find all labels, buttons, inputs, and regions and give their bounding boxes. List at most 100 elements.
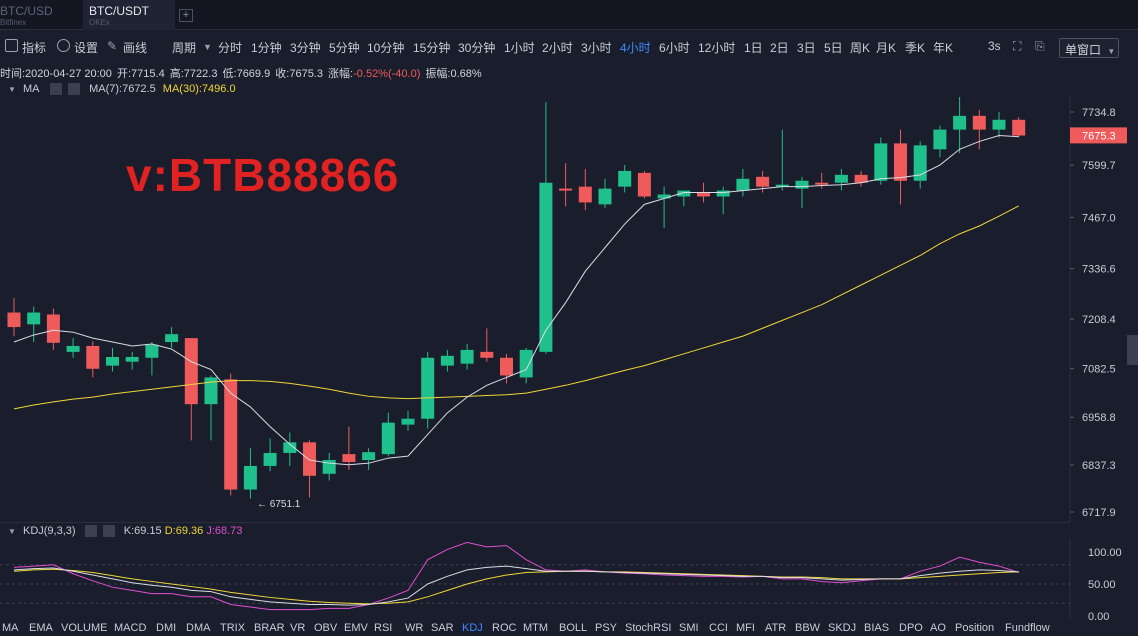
timeframe-20[interactable]: 年K — [933, 41, 954, 55]
tab-btc-usdt[interactable]: BTC/USDT OKEx — [83, 0, 175, 30]
timeframe-3[interactable]: 5分钟 — [329, 41, 360, 55]
indicator-rsi[interactable]: RSI — [374, 622, 393, 634]
tab-symbol: BTC/USDT — [89, 4, 149, 18]
open-value: 开:7715.4 — [116, 68, 165, 80]
kdj-settings-icon[interactable] — [84, 525, 97, 538]
price-tick-label: 7467.0 — [1082, 212, 1116, 224]
settings-button[interactable]: 设置 — [74, 41, 99, 55]
fullscreen-icon[interactable]: ⛶ — [1013, 39, 1022, 53]
indicator-atr[interactable]: ATR — [765, 622, 787, 634]
indicator-bbw[interactable]: BBW — [795, 622, 821, 634]
side-panel-handle[interactable] — [1127, 335, 1138, 365]
indicator-roc[interactable]: ROC — [492, 622, 517, 634]
collapse-icon[interactable]: ▼ — [8, 85, 16, 94]
timeframe-8[interactable]: 2小时 — [542, 41, 573, 55]
collapse-icon[interactable]: ▼ — [8, 527, 16, 536]
single-window-dropdown[interactable]: 单窗口 ▼ — [1059, 38, 1119, 58]
candle-body — [125, 356, 139, 362]
indicator-boll[interactable]: BOLL — [559, 622, 588, 634]
candlestick-chart[interactable]: 7734.8 7599.7 7467.0 7336.6 7208.4 7082.5 6958… — [0, 97, 1138, 522]
timeframe-5[interactable]: 15分钟 — [413, 41, 451, 55]
low-marker: ← 6751.1 — [257, 499, 301, 510]
indicator-smi[interactable]: SMI — [679, 622, 699, 634]
indicator-psy[interactable]: PSY — [595, 622, 618, 634]
timeframe-15[interactable]: 3日 — [797, 41, 816, 55]
timeframe-2[interactable]: 3分钟 — [290, 41, 321, 55]
timeframe-4[interactable]: 10分钟 — [367, 41, 405, 55]
add-tab-button[interactable]: + — [179, 9, 193, 22]
timeframe-9[interactable]: 3小时 — [581, 41, 612, 55]
indicator-dpo[interactable]: DPO — [899, 622, 923, 634]
change-label: 涨幅: — [328, 68, 354, 80]
timeframe-17[interactable]: 周K — [850, 41, 871, 55]
timeframe-11[interactable]: 6小时 — [659, 41, 690, 55]
indicator-bar: MA EMA VOLUME MACD DMI DMA TRIX BRAR VR OBV EMV RSI… — [0, 620, 1138, 636]
candle-body — [283, 442, 297, 453]
price-tick-label: 7082.5 — [1082, 364, 1116, 376]
candle-body — [697, 192, 710, 197]
kdj-tick-label: 0.00 — [1088, 611, 1109, 620]
ma-close-icon[interactable] — [68, 83, 81, 96]
indicator-dma[interactable]: DMA — [186, 622, 211, 634]
indicator-dmi[interactable]: DMI — [156, 622, 177, 634]
screenshot-icon[interactable]: ⎘ — [1035, 39, 1045, 53]
timeframe-18[interactable]: 月K — [876, 41, 897, 55]
price-tick-label: 7734.8 — [1082, 107, 1116, 119]
indicator-emv[interactable]: EMV — [344, 622, 368, 634]
timeframe-12[interactable]: 12小时 — [698, 41, 736, 55]
indicator-kdj[interactable]: KDJ — [462, 622, 483, 634]
indicator-ema[interactable]: EMA — [29, 622, 53, 634]
timeframe-6[interactable]: 30分钟 — [458, 41, 496, 55]
indicator-cci[interactable]: CCI — [709, 622, 728, 634]
indicator-vr[interactable]: VR — [290, 622, 306, 634]
indicator-brar[interactable]: BRAR — [254, 622, 285, 634]
indicator-stochrsi[interactable]: StochRSI — [625, 622, 672, 634]
refresh-interval[interactable]: 3s — [988, 39, 1001, 53]
kdj-legend: ▼ KDJ(9,3,3) K:69.15 D:69.36 J:68.73 — [0, 525, 242, 539]
timeframe-1[interactable]: 1分钟 — [251, 41, 282, 55]
tab-exchange: Bitfinex — [0, 18, 27, 27]
indicator-ao[interactable]: AO — [930, 622, 946, 634]
current-price-tag — [1070, 127, 1127, 144]
candle-body — [480, 351, 494, 358]
timeframe-16[interactable]: 5日 — [824, 41, 843, 55]
indicator-skdj[interactable]: SKDJ — [828, 622, 857, 634]
timeframe-13[interactable]: 1日 — [744, 41, 763, 55]
candle-body — [933, 129, 947, 150]
indicator-bias[interactable]: BIAS — [864, 622, 890, 634]
indicator-macd[interactable]: MACD — [114, 622, 147, 634]
timeframe-10[interactable]: 4小时 — [620, 41, 651, 55]
indicator-volume[interactable]: VOLUME — [61, 622, 108, 634]
period-dropdown[interactable]: 周期 — [172, 41, 197, 55]
kdj-chart[interactable]: 100.00 50.00 0.00 — [0, 538, 1138, 620]
indicator-mtm[interactable]: MTM — [523, 622, 549, 634]
tab-btc-usd[interactable]: BTC/USD Bitfinex — [0, 0, 82, 30]
candle-body — [165, 334, 179, 343]
candle-body — [500, 357, 513, 376]
candle-body — [7, 312, 21, 328]
indicator-sar[interactable]: SAR — [431, 622, 454, 634]
tab-exchange: OKEx — [89, 18, 110, 27]
candle-body — [342, 454, 356, 463]
timeframe-0[interactable]: 分时 — [218, 41, 243, 55]
timeframe-7[interactable]: 1小时 — [504, 41, 535, 55]
kdj-close-icon[interactable] — [102, 525, 115, 538]
indicator-ma[interactable]: MA — [2, 622, 19, 634]
indicator-obv[interactable]: OBV — [314, 622, 338, 634]
current-price-label: 7675.3 — [1082, 130, 1116, 142]
indicator-mfi[interactable]: MFI — [736, 622, 755, 634]
candle-body — [303, 442, 316, 476]
timeframe-14[interactable]: 2日 — [770, 41, 789, 55]
candle-body — [421, 357, 435, 419]
draw-button[interactable]: 画线 — [123, 41, 148, 55]
candle-body — [66, 345, 80, 352]
ma-settings-icon[interactable] — [49, 83, 62, 96]
close-value: 收:7675.3 — [275, 68, 323, 80]
indicator-fundflow[interactable]: Fundflow — [1005, 622, 1050, 634]
timeframe-19[interactable]: 季K — [905, 41, 926, 55]
indicator-button[interactable]: 指标 — [22, 41, 47, 55]
indicator-wr[interactable]: WR — [405, 622, 424, 634]
candle-body — [756, 176, 770, 187]
indicator-trix[interactable]: TRIX — [220, 622, 246, 634]
indicator-position[interactable]: Position — [955, 622, 995, 634]
